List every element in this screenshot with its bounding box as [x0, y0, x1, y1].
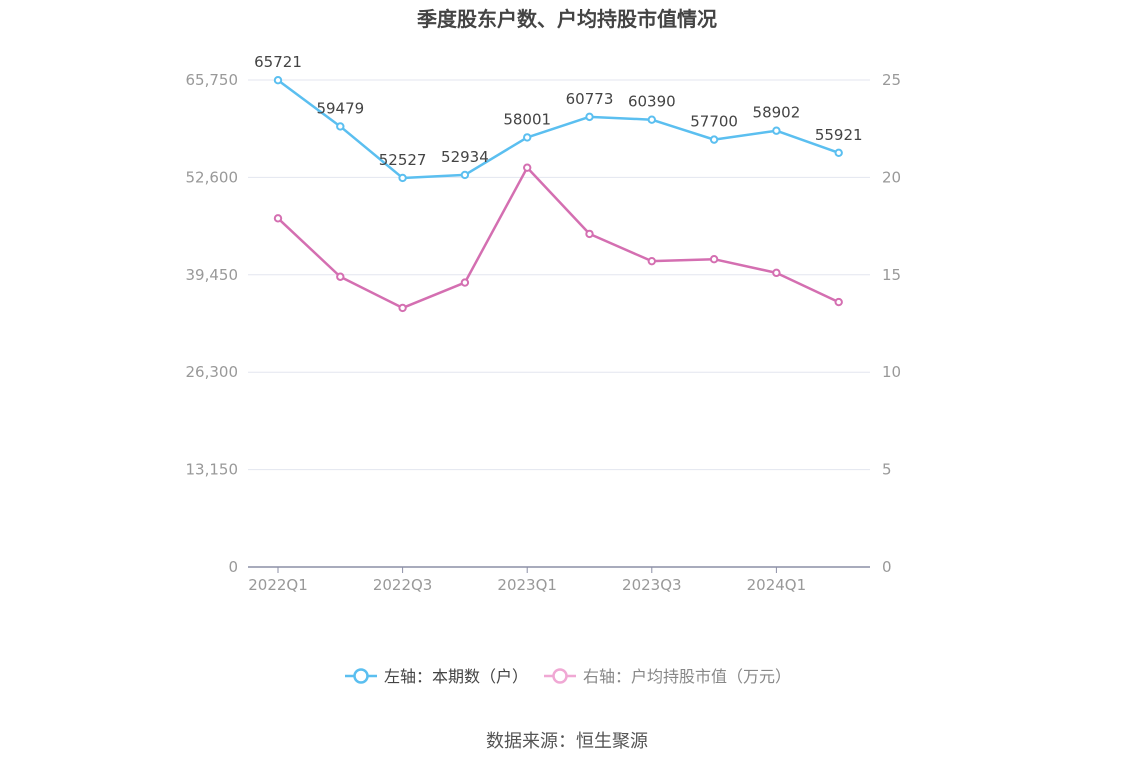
x-axis-tick-label: 2022Q3 [373, 576, 433, 594]
series-1-point[interactable] [834, 148, 843, 158]
series-1-point[interactable] [336, 122, 345, 131]
data-label: 60773 [566, 90, 614, 108]
x-axis-tick-label: 2024Q1 [747, 576, 807, 594]
series-1-point[interactable] [709, 135, 719, 144]
series-1-point[interactable] [772, 126, 781, 135]
legend-label-2[interactable]: 右轴：户均持股市值（万元） [583, 667, 791, 686]
series-1-point[interactable] [585, 112, 594, 122]
x-axis-tick-label: 2023Q3 [622, 576, 682, 594]
series-1-point[interactable] [273, 76, 283, 85]
series-2-point[interactable] [585, 229, 594, 239]
axis-layer: 013,15026,30039,45052,60065,750051015202… [186, 71, 902, 594]
right-axis-tick-label: 15 [882, 266, 901, 284]
grid-layer [248, 79, 870, 471]
series-2-point[interactable] [834, 297, 843, 307]
right-axis-tick-label: 25 [882, 71, 901, 89]
right-axis-tick-label: 5 [882, 461, 892, 479]
data-label: 65721 [254, 53, 302, 71]
series-2-point[interactable] [460, 278, 470, 287]
series-1-point[interactable] [523, 133, 532, 142]
series-line-2 [277, 166, 840, 310]
right-axis-tick-label: 10 [882, 363, 901, 381]
data-label: 57700 [690, 113, 738, 131]
x-axis-tick-label: 2023Q1 [497, 576, 557, 594]
series-2-point[interactable] [772, 268, 781, 278]
series-2-point[interactable] [273, 214, 283, 223]
data-label: 52934 [441, 148, 489, 166]
data-source: 数据来源：恒生聚源 [486, 731, 648, 752]
legend-marker-1[interactable] [353, 668, 369, 684]
data-label: 58001 [503, 110, 551, 128]
data-label: 59479 [316, 99, 364, 117]
x-axis-tick-label: 2022Q1 [248, 576, 308, 594]
right-axis-tick-label: 0 [882, 558, 892, 576]
series-layer [273, 76, 843, 313]
legend: 左轴：本期数（户） 右轴：户均持股市值（万元） [345, 667, 791, 686]
series-1-point[interactable] [647, 115, 656, 124]
legend-label-1[interactable]: 左轴：本期数（户） [384, 667, 528, 686]
left-axis-tick-label: 52,600 [186, 168, 239, 186]
series-2-point[interactable] [523, 163, 532, 172]
series-line-1 [277, 79, 840, 180]
legend-marker-2[interactable] [552, 668, 568, 684]
series-2-point[interactable] [398, 303, 407, 313]
chart-title: 季度股东户数、户均持股市值情况 [416, 7, 717, 31]
series-1-point[interactable] [460, 170, 470, 180]
left-axis-tick-label: 65,750 [186, 71, 239, 89]
data-label: 60390 [628, 93, 676, 111]
data-label: 55921 [815, 126, 863, 144]
left-axis-tick-label: 13,150 [186, 461, 239, 479]
data-label: 52527 [379, 151, 427, 169]
series-2-point[interactable] [647, 256, 656, 266]
right-axis-tick-label: 20 [882, 168, 901, 186]
left-axis-tick-label: 0 [228, 558, 238, 576]
series-2-point[interactable] [336, 272, 345, 281]
left-axis-tick-label: 26,300 [186, 363, 239, 381]
left-axis-tick-label: 39,450 [186, 266, 239, 284]
data-label: 58902 [753, 104, 801, 122]
label-layer: 65721 59479 52527 52934 58001 60773 60390 57700… [254, 53, 862, 169]
series-2-point[interactable] [709, 255, 719, 264]
series-1-point[interactable] [398, 173, 407, 183]
